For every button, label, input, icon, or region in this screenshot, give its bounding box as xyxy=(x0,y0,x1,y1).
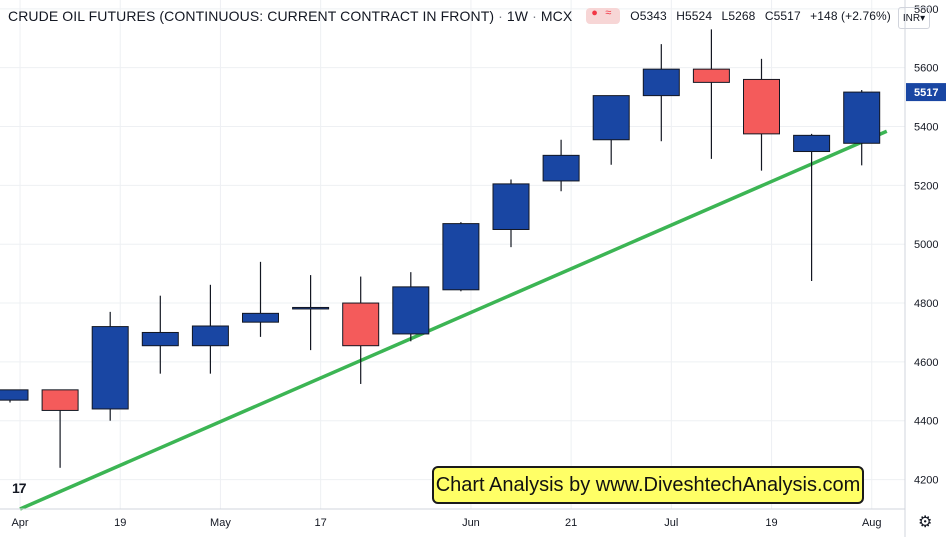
close-value: C5517 xyxy=(764,9,801,23)
candle xyxy=(0,389,29,403)
candle xyxy=(91,311,129,421)
candle xyxy=(793,133,831,281)
candle-body xyxy=(342,302,380,347)
exchange-label: MCX xyxy=(540,8,573,24)
trendline xyxy=(19,129,888,511)
last-price-label: 5517 xyxy=(914,87,938,99)
x-tick-label: Jun xyxy=(462,517,480,529)
candle xyxy=(392,272,430,342)
time-axis[interactable]: Apr 19 May 17 Jun 21 Jul 19 Aug xyxy=(11,517,881,529)
candle-body xyxy=(41,389,79,411)
last-price-tag-bg xyxy=(906,83,946,102)
x-tick-label: May xyxy=(210,517,231,529)
candle xyxy=(342,276,380,384)
last-price-tag: 5517 xyxy=(906,83,946,102)
currency-label: INR xyxy=(902,12,921,24)
candle-body xyxy=(542,154,580,182)
candle xyxy=(743,58,780,171)
candle xyxy=(492,179,530,248)
candle-body xyxy=(141,331,179,347)
x-tick-label: 17 xyxy=(315,517,327,529)
candle-body xyxy=(442,223,480,291)
candle-body xyxy=(692,68,730,83)
replay-indicator-icon[interactable]: ● ≈ xyxy=(586,7,621,24)
open-value: O5343 xyxy=(630,9,667,23)
y-tick-label: 5600 xyxy=(914,63,938,75)
candle-body xyxy=(492,183,530,230)
tradingview-logo-icon[interactable]: 17 xyxy=(12,480,27,496)
candle xyxy=(292,275,330,351)
candle-body xyxy=(642,68,680,97)
header-separator: · xyxy=(532,8,537,24)
y-tick-label: 4600 xyxy=(914,357,938,369)
symbol-title[interactable]: CRUDE OIL FUTURES (CONTINUOUS: CURRENT C… xyxy=(8,8,495,24)
candle xyxy=(642,44,680,142)
x-tick-label: 21 xyxy=(565,517,577,529)
chart-header: CRUDE OIL FUTURES (CONTINUOUS: CURRENT C… xyxy=(8,7,897,24)
candle xyxy=(41,389,79,468)
candle xyxy=(542,139,580,192)
candle-body xyxy=(843,91,881,144)
dot-icon: ● xyxy=(591,7,599,19)
candle-body xyxy=(592,95,630,141)
y-tick-label: 5200 xyxy=(914,180,938,192)
y-tick-label: 4800 xyxy=(914,298,938,310)
price-axis[interactable]: 4200 4400 4600 4800 5000 5200 5400 5600 5800 xyxy=(914,4,938,487)
gear-icon[interactable]: ⚙ xyxy=(918,514,933,531)
candle-body xyxy=(242,312,279,323)
candle-body xyxy=(292,306,330,310)
candle-body xyxy=(392,286,430,335)
currency-selector[interactable]: INR ▾ xyxy=(898,7,930,29)
candle-body xyxy=(0,389,29,401)
candle xyxy=(592,95,630,165)
y-tick-label: 5000 xyxy=(914,239,938,251)
candle-body xyxy=(793,134,831,153)
banner-text: Chart Analysis by www.DiveshtechAnalysis… xyxy=(435,473,861,496)
change-value: +148 (+2.76%) xyxy=(810,9,891,23)
x-tick-label: 19 xyxy=(765,517,777,529)
ohlc-values: O5343 H5524 L5268 C5517 +148 (+2.76%) xyxy=(630,9,897,23)
candle xyxy=(843,90,881,166)
x-tick-label: Jul xyxy=(664,517,678,529)
candle xyxy=(442,222,480,292)
interval-label[interactable]: 1W xyxy=(506,8,529,24)
x-tick-label: 19 xyxy=(114,517,126,529)
header-separator: · xyxy=(498,8,503,24)
candle-body xyxy=(743,78,780,135)
y-tick-label: 5800 xyxy=(914,4,938,16)
wave-icon: ≈ xyxy=(605,7,612,19)
candle xyxy=(141,295,179,374)
x-tick-label: Apr xyxy=(11,517,28,529)
candle xyxy=(191,284,229,374)
y-tick-label: 5400 xyxy=(914,122,938,134)
x-tick-label: Aug xyxy=(862,517,882,529)
chevron-down-icon: ▾ xyxy=(920,12,926,24)
candle-body xyxy=(91,326,129,410)
candle xyxy=(242,261,279,337)
candles-layer xyxy=(0,29,881,468)
high-value: H5524 xyxy=(676,9,713,23)
y-tick-label: 4200 xyxy=(914,475,938,487)
y-tick-label: 4400 xyxy=(914,416,938,428)
candle xyxy=(692,29,730,159)
trendline-layer xyxy=(19,129,888,511)
watermark-banner: Chart Analysis by www.DiveshtechAnalysis… xyxy=(432,466,864,504)
candle-body xyxy=(191,325,229,347)
low-value: L5268 xyxy=(721,9,756,23)
